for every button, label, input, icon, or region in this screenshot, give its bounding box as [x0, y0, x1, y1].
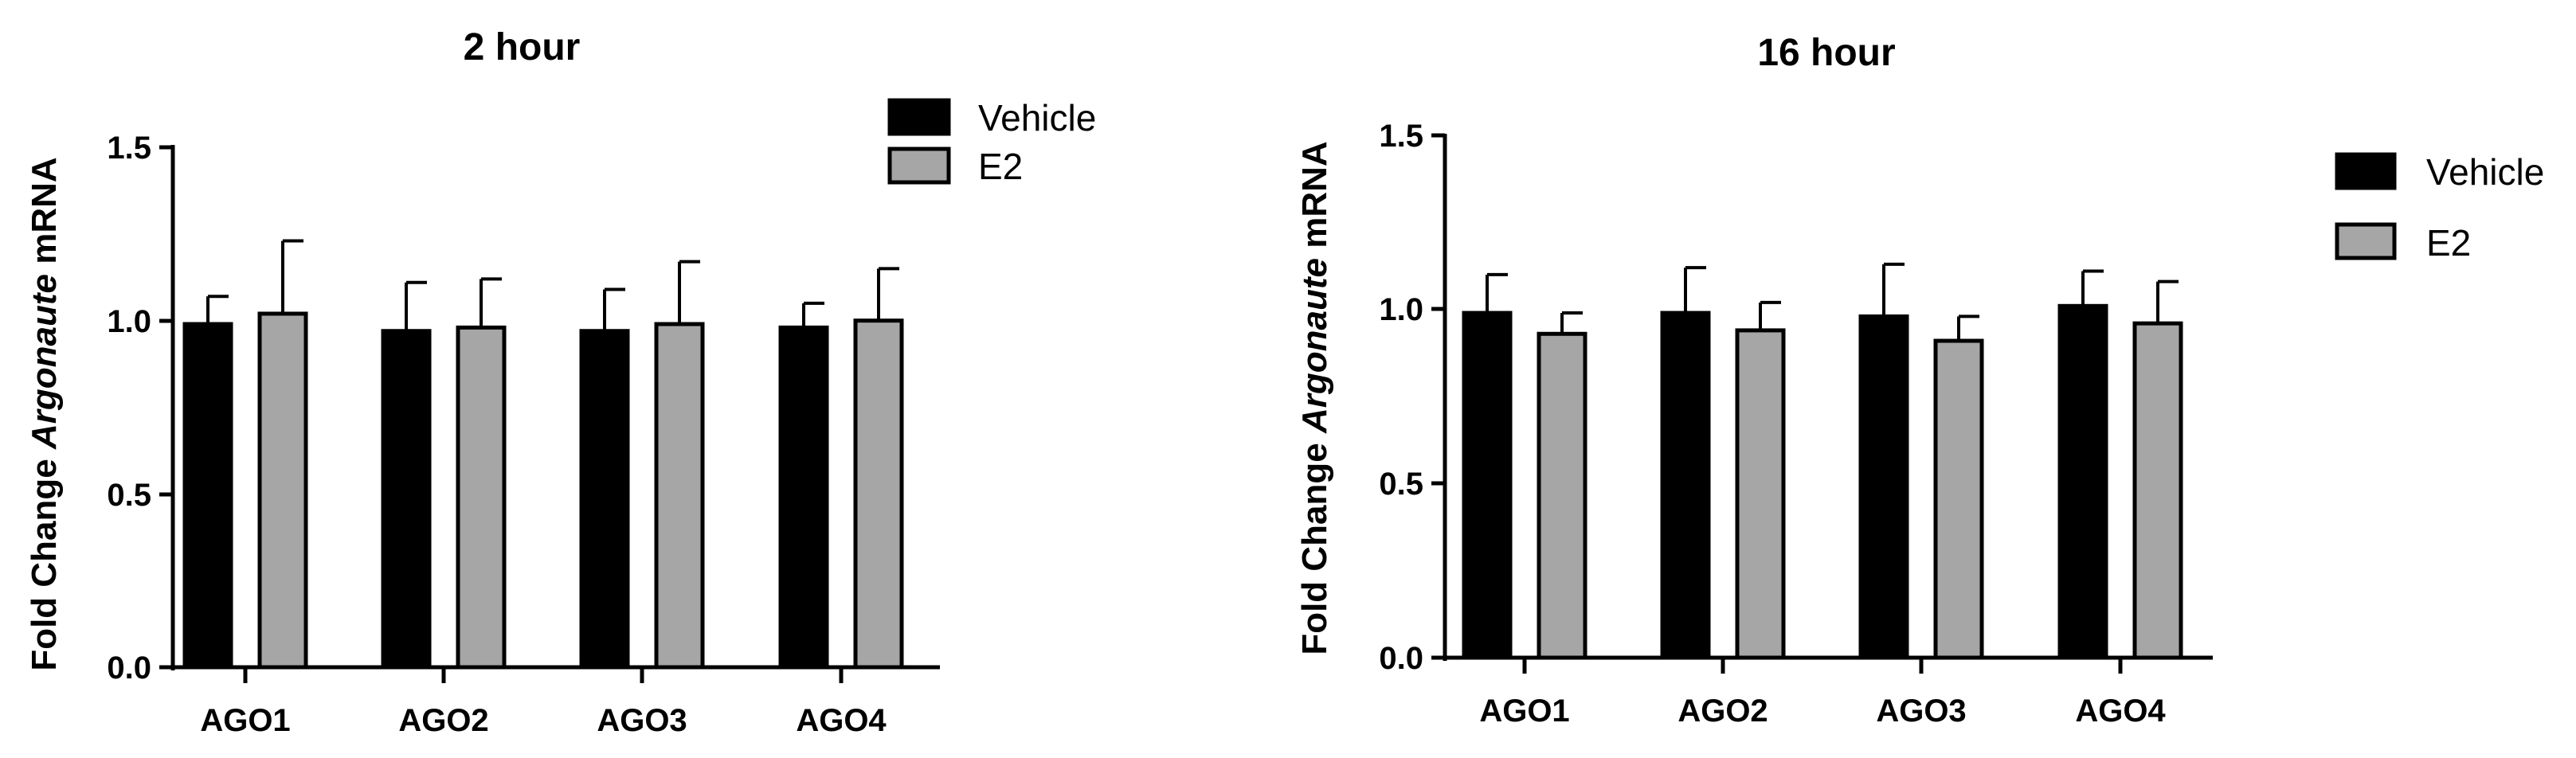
legend: Vehicle E2 — [887, 97, 1096, 187]
y-axis-label-prefix: Fold Change — [1295, 433, 1334, 655]
legend-label-vehicle: Vehicle — [2426, 151, 2544, 193]
legend-label-e2: E2 — [2426, 222, 2471, 264]
bar-vehicle-ago4 — [2057, 303, 2108, 660]
y-tick-label: 1.5 — [1379, 119, 1423, 154]
y-axis: 0.0 0.5 1.0 1.5 — [107, 131, 175, 686]
y-tick-label: 1.5 — [107, 131, 151, 166]
bar-vehicle-ago1 — [1462, 311, 1513, 660]
y-tick-label: 0.0 — [107, 651, 151, 686]
bar-e2-ago1 — [257, 311, 308, 670]
y-axis-label-italic: Argonaute — [25, 274, 64, 450]
y-tick-label: 1.0 — [1379, 292, 1423, 327]
bar-vehicle-ago1 — [182, 322, 233, 670]
bar-e2-ago4 — [853, 318, 904, 670]
x-tick-label: AGO2 — [1678, 694, 1768, 729]
y-tick-label: 1.0 — [107, 304, 151, 339]
y-axis-label-prefix: Fold Change — [25, 449, 64, 671]
panel-16-hour: 16 hour Fold Change Argonaute mRNA 0.0 0… — [1295, 32, 2544, 729]
legend-label-e2: E2 — [978, 146, 1023, 187]
error-bar-vehicle — [802, 301, 824, 328]
y-axis: 0.0 0.5 1.0 1.5 — [1379, 119, 1447, 676]
x-tick-label: AGO4 — [2075, 694, 2166, 729]
y-tick-label: 0.0 — [1379, 641, 1423, 676]
chart-title: 16 hour — [1757, 32, 1895, 74]
error-bar-e2 — [1759, 300, 1781, 330]
x-tick-label: AGO2 — [398, 703, 488, 738]
bar-e2-ago3 — [1933, 338, 1984, 660]
error-bar-vehicle — [603, 287, 625, 331]
bar-vehicle-ago2 — [1660, 311, 1711, 660]
y-axis-label-suffix: mRNA — [25, 157, 64, 274]
error-bar-vehicle — [206, 295, 229, 325]
y-axis-label-italic: Argonaute — [1295, 258, 1334, 434]
error-bar-vehicle — [1684, 266, 1706, 314]
error-bar-vehicle — [2081, 269, 2104, 307]
legend-swatch-e2 — [887, 147, 951, 185]
x-tick-label: AGO1 — [200, 703, 290, 738]
bar-e2-ago3 — [654, 322, 705, 670]
legend-swatch-e2 — [2335, 222, 2397, 260]
x-tick-label: AGO3 — [1876, 694, 1966, 729]
x-axis: AGO1 AGO2 AGO3 AGO4 — [171, 665, 940, 738]
chart-title: 2 hour — [464, 26, 581, 68]
bar-vehicle-ago4 — [778, 325, 829, 670]
legend-swatch-vehicle — [2335, 152, 2397, 190]
bar-e2-ago1 — [1537, 331, 1587, 660]
x-tick-label: AGO4 — [796, 703, 887, 738]
error-bar-vehicle — [1882, 262, 1905, 317]
y-axis-label: Fold Change Argonaute mRNA — [1295, 141, 1334, 654]
legend-label-vehicle: Vehicle — [978, 97, 1096, 139]
error-bar-vehicle — [1486, 272, 1508, 314]
bar-e2-ago4 — [2132, 321, 2183, 660]
bars — [1462, 262, 2183, 660]
x-axis: AGO1 AGO2 AGO3 AGO4 — [1443, 655, 2213, 729]
x-tick-label: AGO3 — [597, 703, 687, 738]
panel-2-hour: 2 hour Fold Change Argonaute mRNA 0.0 0.… — [25, 26, 1096, 738]
bar-vehicle-ago2 — [381, 329, 432, 670]
bar-e2-ago2 — [456, 325, 507, 670]
bar-e2-ago2 — [1735, 328, 1786, 660]
error-bar-vehicle — [405, 280, 427, 331]
bars — [182, 239, 904, 670]
error-bar-e2 — [678, 260, 700, 325]
y-tick-label: 0.5 — [1379, 467, 1423, 502]
error-bar-e2 — [1560, 311, 1583, 334]
y-axis-label-suffix: mRNA — [1295, 141, 1334, 258]
error-bar-e2 — [480, 277, 502, 328]
error-bar-e2 — [2156, 279, 2179, 324]
legend-swatch-vehicle — [887, 98, 951, 136]
bar-vehicle-ago3 — [1858, 314, 1909, 660]
error-bar-e2 — [281, 239, 303, 314]
bar-vehicle-ago3 — [579, 329, 630, 670]
x-tick-label: AGO1 — [1479, 694, 1569, 729]
y-axis-label: Fold Change Argonaute mRNA — [25, 157, 64, 670]
y-tick-label: 0.5 — [107, 478, 151, 513]
error-bar-e2 — [877, 267, 899, 321]
legend: Vehicle E2 — [2335, 151, 2544, 264]
error-bar-e2 — [1957, 315, 1979, 342]
